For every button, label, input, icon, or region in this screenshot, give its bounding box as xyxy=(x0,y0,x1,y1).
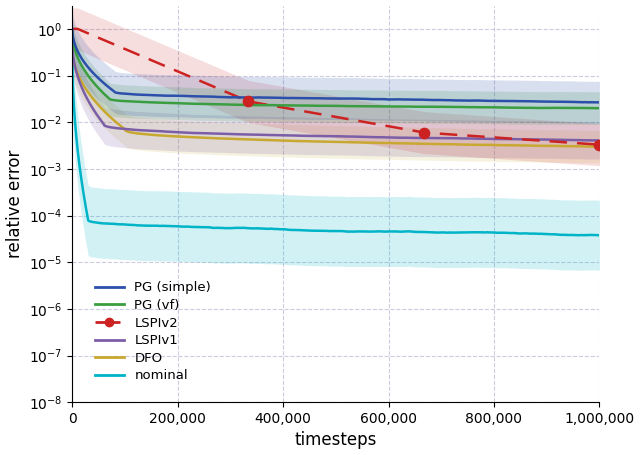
Point xyxy=(595,141,605,148)
Point xyxy=(243,98,253,105)
Legend: PG (simple), PG (vf), LSPIv2, LSPIv1, DFO, nominal: PG (simple), PG (vf), LSPIv2, LSPIv1, DF… xyxy=(90,276,216,388)
Y-axis label: relative error: relative error xyxy=(6,150,24,258)
Point xyxy=(419,129,429,136)
X-axis label: timesteps: timesteps xyxy=(294,431,377,450)
